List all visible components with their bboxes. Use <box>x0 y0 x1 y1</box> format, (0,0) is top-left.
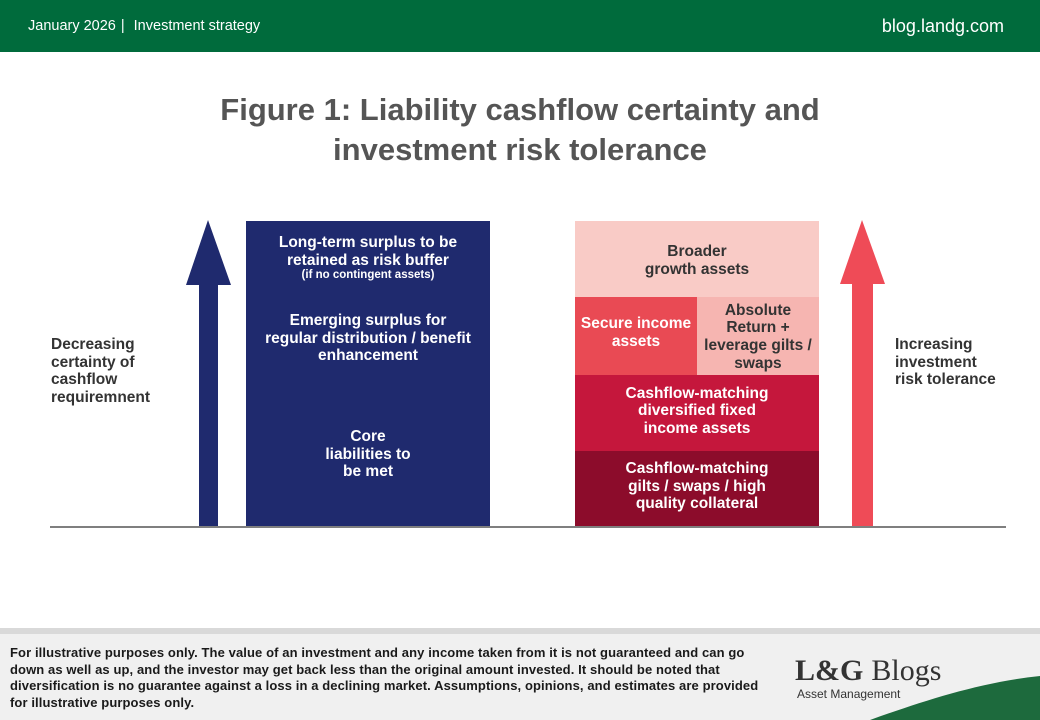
cashflow-matching-fixed-income-box: Cashflow-matching diversified fixed inco… <box>575 375 819 451</box>
right-axis-label-line: investment <box>895 353 977 371</box>
liabilities-box: Long-term surplus to be retained as risk… <box>246 221 490 527</box>
box-label: Broader growth assets <box>645 243 749 278</box>
risk-tolerance-arrow <box>840 220 885 528</box>
right-axis-label: Increasing investment risk tolerance <box>895 336 996 389</box>
assets-stack: Broader growth assets Secure income asse… <box>575 221 819 527</box>
label-line: diversified fixed <box>637 402 756 420</box>
box-label: Absolute Return + leverage gilts / swaps <box>704 302 812 372</box>
site-link[interactable]: blog.landg.com <box>881 16 1004 36</box>
risk-tolerance-arrow-head <box>840 220 885 284</box>
label-line: leverage gilts / <box>704 337 812 354</box>
absolute-return-box: Absolute Return + leverage gilts / swaps <box>697 297 819 375</box>
label-line: retained as risk buffer <box>287 251 449 269</box>
label-line: enhancement <box>318 347 418 365</box>
label-line: Secure income <box>580 315 692 333</box>
swoosh-shape <box>870 676 1040 720</box>
left-axis-label-line: Decreasing <box>51 336 135 353</box>
cashflow-matching-gilts-box: Cashflow-matching gilts / swaps / high q… <box>575 451 819 527</box>
label-line: swaps <box>734 354 782 372</box>
header-section: Investment strategy <box>133 18 261 34</box>
contingent-assets-note: (if no contingent assets) <box>301 269 435 282</box>
brand-swoosh-graphic <box>870 676 1040 720</box>
logo-word: Blogs <box>871 654 942 687</box>
label-line: gilts / swaps / high <box>628 477 766 495</box>
emerging-surplus-label: Emerging surplus for regular distributio… <box>246 312 490 365</box>
header-separator: | <box>120 18 125 34</box>
label-line: liabilities to <box>325 445 411 463</box>
diagram-baseline <box>50 526 1006 528</box>
risk-tolerance-arrow-shaft <box>852 283 873 528</box>
figure-title: Figure 1: Liability cashflow certainty a… <box>220 92 820 167</box>
logo-subtitle: Asset Management <box>797 687 901 701</box>
left-axis-label-line: requiremnent <box>51 388 151 406</box>
broader-growth-assets-box: Broader growth assets <box>575 221 819 297</box>
label-line: income assets <box>643 419 751 437</box>
disclaimer-line: for illustrative purposes only. <box>10 695 195 711</box>
footer: For illustrative purposes only. The valu… <box>0 628 1040 720</box>
label-line: be met <box>343 463 393 481</box>
secure-income-assets-box: Secure income assets <box>575 297 697 375</box>
label-line: Core <box>350 428 386 445</box>
label-line: assets <box>611 333 661 350</box>
right-axis-label-line: Increasing <box>895 336 973 353</box>
label-line: Cashflow-matching <box>625 384 769 402</box>
label-line: quality collateral <box>635 495 759 513</box>
left-axis-label: Decreasing certainty of cashflow require… <box>51 336 150 406</box>
header-bar: January 2026 | Investment strategy blog.la… <box>0 0 1040 52</box>
certainty-arrow <box>186 220 231 528</box>
box-label: Cashflow-matching diversified fixed inco… <box>626 385 769 438</box>
right-axis-label-line: risk tolerance <box>895 371 996 389</box>
label-line: Absolute <box>724 301 792 319</box>
box-label: Secure income assets <box>581 315 691 350</box>
core-liabilities-label: Core liabilities to be met <box>246 428 490 481</box>
disclaimer-line: diversification is no guarantee against … <box>10 678 759 694</box>
lg-blogs-logo: L&G Blogs <box>795 655 941 687</box>
disclaimer: For illustrative purposes only. The valu… <box>10 645 758 712</box>
disclaimer-line: For illustrative purposes only. The valu… <box>10 645 745 660</box>
label-line: regular distribution / benefit <box>265 329 471 347</box>
label-line: Broader <box>667 243 727 261</box>
label-line: Emerging surplus for <box>289 312 447 329</box>
label-line: Long-term surplus to be <box>278 234 458 251</box>
header-meta: January 2026 | Investment strategy <box>28 0 260 52</box>
header-date: January 2026 <box>28 18 116 34</box>
left-axis-label-line: cashflow <box>51 371 118 389</box>
long-term-surplus-label: Long-term surplus to be retained as risk… <box>246 234 490 282</box>
logo-mark: L&G <box>795 654 864 687</box>
label-line: Return + <box>726 319 790 337</box>
left-axis-label-line: certainty of <box>51 353 135 371</box>
label-line: growth assets <box>644 261 750 278</box>
box-label: Cashflow-matching gilts / swaps / high q… <box>626 460 769 513</box>
label-line: Cashflow-matching <box>625 460 769 478</box>
certainty-arrow-shaft <box>199 284 218 528</box>
certainty-arrow-head <box>186 220 231 285</box>
disclaimer-line: down as well as up, and the investor may… <box>10 661 720 677</box>
